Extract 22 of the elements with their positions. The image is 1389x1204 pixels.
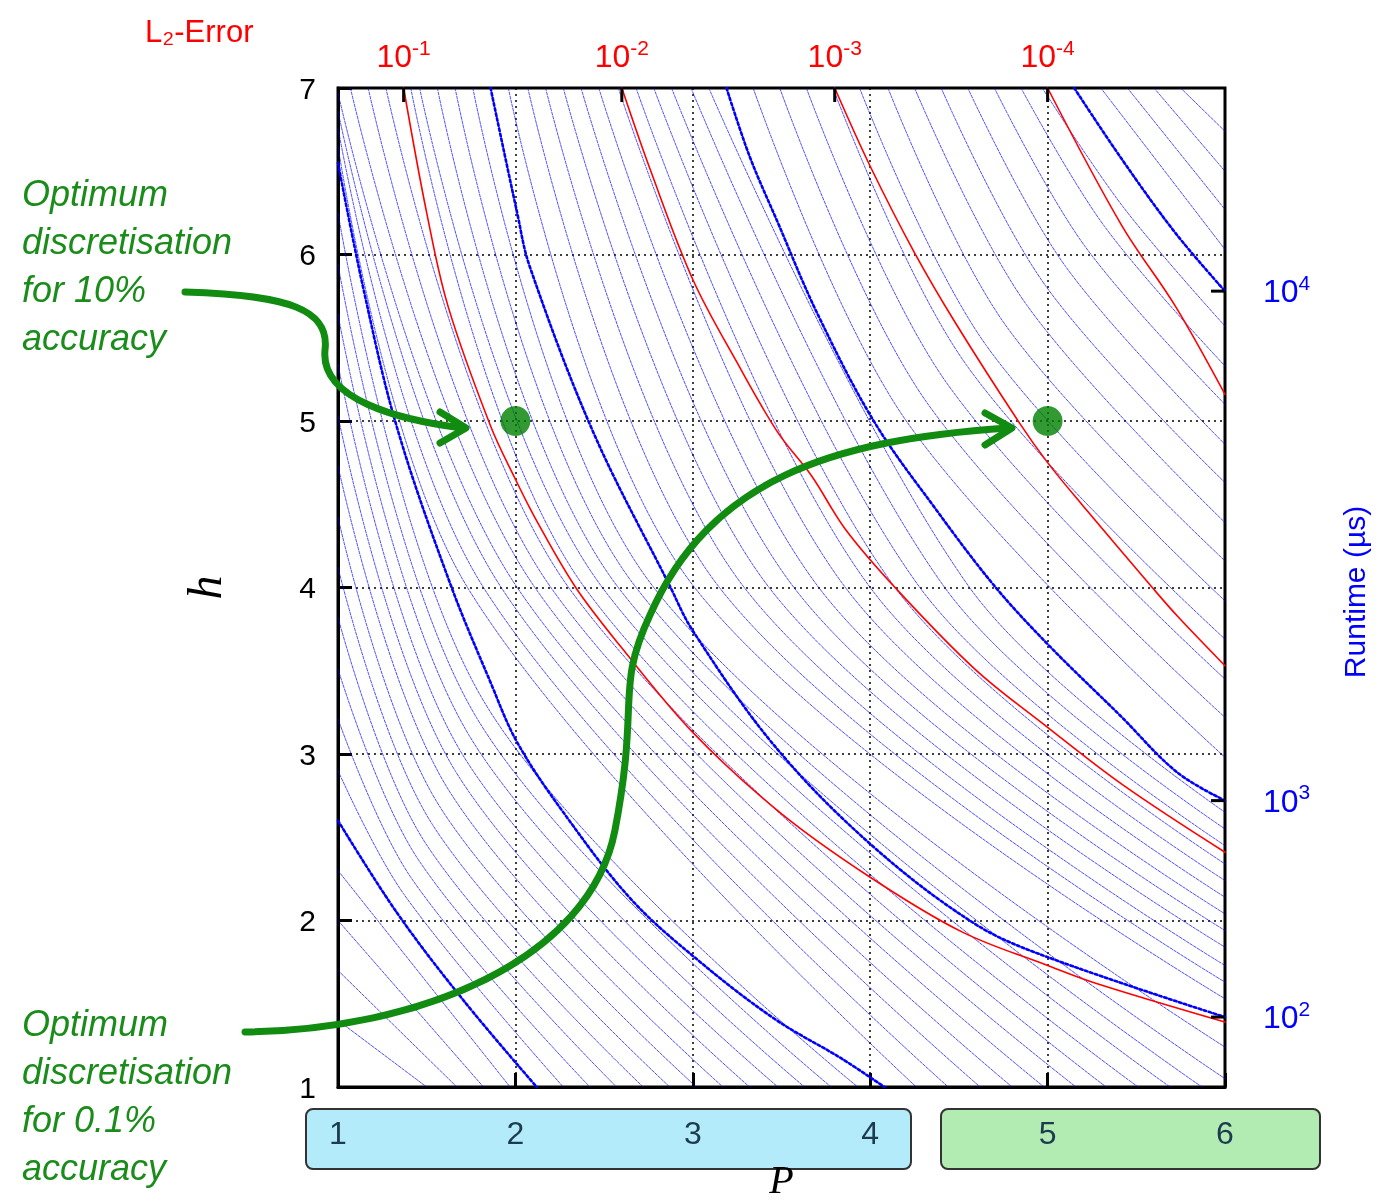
- y-tick-label: 5: [299, 404, 316, 438]
- x-tick-label: 5: [1038, 1115, 1057, 1151]
- y-tick-label: 2: [299, 904, 316, 937]
- y-tick-label: 7: [299, 71, 316, 105]
- x-axis-title: P: [768, 1156, 794, 1202]
- y-axis-title: h: [177, 575, 231, 600]
- text: Optimum discretisation for 0.1% accuracy: [22, 1002, 234, 1190]
- y-tick-label: 3: [299, 737, 316, 771]
- x-tick-label: 3: [683, 1115, 702, 1151]
- text: Runtime (µs): [1338, 505, 1372, 679]
- x-tick-label: 2: [506, 1115, 525, 1151]
- text: L₂-Error: [145, 14, 254, 50]
- x-tick-label: 4: [861, 1115, 880, 1151]
- line-series: [1072, 86, 1227, 293]
- x-tick-label: 1: [329, 1115, 347, 1151]
- line-series: [336, 819, 538, 1089]
- text: Optimum discretisation for 10% accuracy: [22, 172, 234, 360]
- y-tick-label: 6: [299, 238, 316, 271]
- line-series: [1046, 87, 1226, 396]
- x-tick-label: 6: [1216, 1115, 1234, 1151]
- y-tick-label: 1: [299, 1070, 316, 1104]
- y-tick-label: 4: [299, 571, 316, 604]
